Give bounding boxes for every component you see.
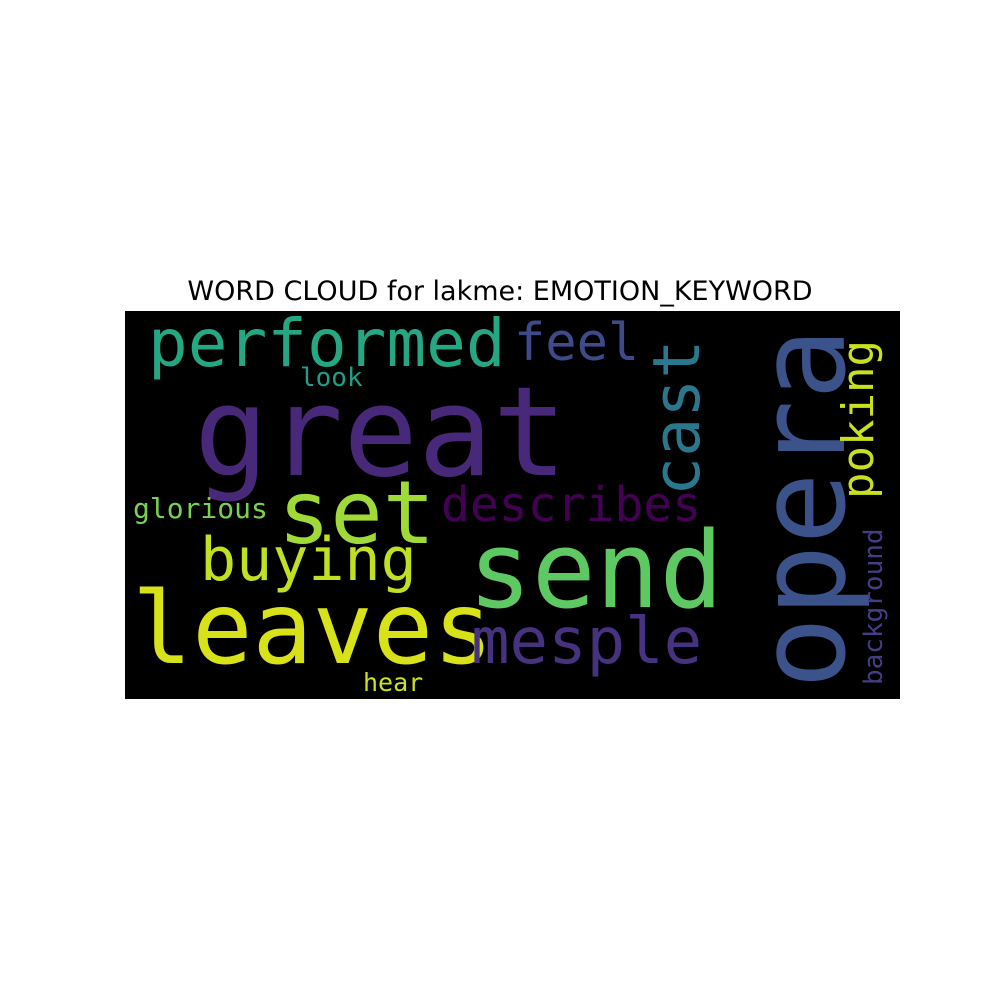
word-poking: poking (833, 340, 884, 499)
word-send: send (468, 509, 724, 632)
chart-title: WORD CLOUD for lakme: EMOTION_KEYWORD (187, 276, 813, 307)
word-mesple: mesple (471, 605, 703, 679)
word-feel: feel (514, 313, 640, 373)
word-buying: buying (200, 525, 417, 595)
word-great: great (194, 361, 568, 505)
word-glorious: glorious (133, 492, 268, 525)
word-set: set (278, 462, 436, 564)
word-leaves: leaves (132, 570, 494, 687)
word-hear: hear (363, 668, 424, 697)
word-performed: performed (148, 311, 506, 382)
word-describes: describes (441, 477, 702, 533)
word-cloud-canvas: great opera send leaves set performed me… (125, 311, 900, 699)
word-look: look (300, 363, 363, 393)
word-background: background (859, 528, 889, 685)
word-cast: cast (640, 339, 715, 496)
